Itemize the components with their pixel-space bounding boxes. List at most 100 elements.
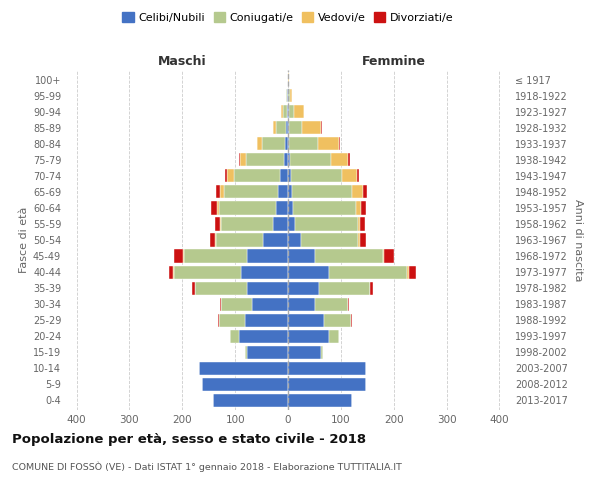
Bar [221, 298, 252, 310]
Bar [358, 218, 360, 230]
Bar [278, 186, 288, 198]
Bar [220, 186, 224, 198]
Bar [199, 362, 288, 375]
Bar [286, 137, 288, 150]
Bar [220, 298, 221, 310]
Bar [245, 314, 288, 327]
Bar [247, 282, 288, 294]
Bar [273, 121, 276, 134]
Bar [289, 105, 294, 118]
Bar [241, 266, 288, 278]
Bar [174, 250, 184, 262]
Bar [356, 202, 361, 214]
Bar [288, 298, 316, 310]
Bar [215, 234, 216, 246]
Bar [280, 170, 288, 182]
Bar [288, 234, 301, 246]
Bar [219, 314, 245, 327]
Legend: Celibi/Nubili, Coniugati/e, Vedovi/e, Divorziati/e: Celibi/Nubili, Coniugati/e, Vedovi/e, Di… [118, 8, 458, 28]
Bar [286, 121, 288, 134]
Bar [288, 170, 290, 182]
Bar [358, 234, 360, 246]
Bar [383, 250, 384, 262]
Bar [174, 266, 241, 278]
Bar [361, 202, 366, 214]
Bar [288, 89, 290, 102]
Bar [220, 218, 221, 230]
Bar [339, 137, 340, 150]
Text: COMUNE DI FOSSÒ (VE) - Dati ISTAT 1° gennaio 2018 - Elaborazione TUTTITALIA.IT: COMUNE DI FOSSÒ (VE) - Dati ISTAT 1° gen… [12, 462, 402, 472]
Bar [352, 186, 362, 198]
Bar [316, 250, 383, 262]
Bar [293, 202, 356, 214]
Bar [247, 346, 288, 359]
Bar [239, 330, 288, 343]
Bar [288, 121, 289, 134]
Bar [241, 153, 246, 166]
Bar [210, 234, 215, 246]
Bar [246, 153, 284, 166]
Bar [169, 266, 173, 278]
Bar [384, 250, 394, 262]
Bar [288, 394, 352, 407]
Bar [288, 266, 329, 278]
Bar [184, 250, 247, 262]
Bar [289, 121, 302, 134]
Bar [288, 153, 290, 166]
Bar [195, 282, 247, 294]
Bar [316, 298, 348, 310]
Text: Maschi: Maschi [158, 54, 206, 68]
Bar [233, 170, 280, 182]
Bar [215, 218, 220, 230]
Bar [294, 105, 304, 118]
Bar [221, 218, 273, 230]
Bar [230, 330, 239, 343]
Bar [290, 153, 331, 166]
Bar [284, 153, 288, 166]
Bar [409, 266, 416, 278]
Bar [245, 346, 247, 359]
Bar [227, 170, 233, 182]
Bar [321, 346, 323, 359]
Bar [321, 121, 322, 134]
Bar [288, 282, 319, 294]
Bar [277, 202, 288, 214]
Bar [331, 153, 348, 166]
Bar [281, 105, 283, 118]
Bar [370, 282, 373, 294]
Bar [286, 89, 287, 102]
Bar [348, 153, 350, 166]
Bar [218, 314, 219, 327]
Bar [239, 153, 241, 166]
Bar [211, 202, 217, 214]
Bar [216, 234, 263, 246]
Bar [329, 330, 339, 343]
Bar [362, 186, 367, 198]
Bar [252, 298, 288, 310]
Bar [357, 170, 359, 182]
Bar [348, 298, 349, 310]
Bar [219, 202, 277, 214]
Text: Femmine: Femmine [362, 54, 426, 68]
Bar [193, 282, 195, 294]
Bar [288, 362, 366, 375]
Y-axis label: Anni di nascita: Anni di nascita [573, 198, 583, 281]
Bar [295, 218, 358, 230]
Bar [202, 378, 288, 391]
Bar [217, 202, 219, 214]
Bar [288, 202, 293, 214]
Bar [257, 137, 262, 150]
Bar [288, 346, 321, 359]
Bar [262, 137, 286, 150]
Bar [288, 314, 324, 327]
Bar [288, 378, 366, 391]
Bar [287, 105, 288, 118]
Bar [173, 266, 174, 278]
Bar [407, 266, 409, 278]
Bar [289, 137, 318, 150]
Bar [290, 170, 343, 182]
Bar [288, 250, 316, 262]
Bar [213, 394, 288, 407]
Bar [215, 186, 220, 198]
Bar [302, 121, 321, 134]
